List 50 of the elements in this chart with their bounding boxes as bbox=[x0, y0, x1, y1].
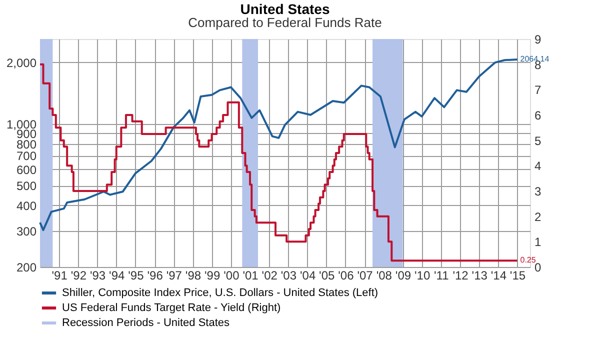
y-tick-label: 800 bbox=[16, 137, 37, 152]
y2-tick-label: 6 bbox=[534, 108, 542, 122]
y2-tick-label: 9 bbox=[534, 32, 542, 46]
x-tick-label: '13 bbox=[472, 268, 488, 282]
y-tick-label: 400 bbox=[16, 198, 37, 213]
x-tick-label: '96 bbox=[147, 268, 164, 282]
x-tick-label: '11 bbox=[434, 268, 450, 282]
x-tick-label: '92 bbox=[70, 268, 87, 282]
y2-tick-label: 5 bbox=[534, 134, 542, 148]
x-tick-label: '12 bbox=[452, 268, 469, 282]
x-tick-label: '99 bbox=[204, 268, 220, 282]
x-tick-label: '93 bbox=[90, 268, 106, 282]
x-tick-label: '07 bbox=[357, 268, 374, 282]
x-tick-label: '15 bbox=[510, 268, 526, 282]
x-tick-label: '98 bbox=[185, 268, 202, 282]
y-tick-label: 1,000 bbox=[6, 117, 37, 132]
y-tick-label: 500 bbox=[16, 179, 37, 194]
y2-tick-label: 2 bbox=[534, 210, 542, 224]
x-tick-label: '97 bbox=[166, 268, 182, 282]
y2-tick-label: 4 bbox=[534, 159, 542, 174]
x-tick-label: '91 bbox=[52, 268, 68, 282]
x-tick-label: '06 bbox=[338, 268, 354, 282]
x-tick-label: '01 bbox=[242, 268, 259, 282]
y-tick-label: 200 bbox=[16, 260, 37, 274]
y2-tick-label: 3 bbox=[534, 184, 542, 198]
data-label: 0.25 bbox=[520, 256, 536, 265]
chart-title: United States bbox=[240, 1, 330, 17]
y-tick-label: 600 bbox=[16, 162, 37, 177]
x-tick-label: '05 bbox=[319, 268, 336, 282]
legend-label: US Federal Funds Target Rate - Yield (Right) bbox=[62, 302, 281, 314]
legend-label: Recession Periods - United States bbox=[62, 317, 230, 329]
x-tick-label: '00 bbox=[224, 268, 240, 282]
line-series bbox=[39, 58, 518, 232]
x-tick-label: '95 bbox=[128, 268, 144, 282]
x-tick-label: '03 bbox=[280, 268, 297, 282]
y-tick-label: 300 bbox=[16, 224, 37, 238]
x-tick-label: '08 bbox=[376, 268, 392, 282]
y2-tick-label: 1 bbox=[534, 235, 542, 250]
y-tick-label: 2,000 bbox=[6, 56, 37, 70]
x-tick-label: '14 bbox=[490, 268, 507, 282]
y2-tick-label: 7 bbox=[534, 83, 542, 98]
x-tick-label: '94 bbox=[109, 268, 126, 282]
x-tick-label: '09 bbox=[395, 268, 412, 282]
chart-subtitle: Compared to Federal Funds Rate bbox=[188, 15, 382, 30]
x-tick-label: '10 bbox=[414, 268, 430, 282]
x-tick-label: '04 bbox=[300, 268, 316, 282]
x-tick-label: '02 bbox=[262, 268, 278, 282]
y-tick-label: 700 bbox=[16, 149, 37, 164]
legend-label: Shiller, Composite Index Price, U.S. Dollars - United States (Left) bbox=[62, 287, 378, 299]
y2-tick-label: 0 bbox=[534, 260, 542, 274]
